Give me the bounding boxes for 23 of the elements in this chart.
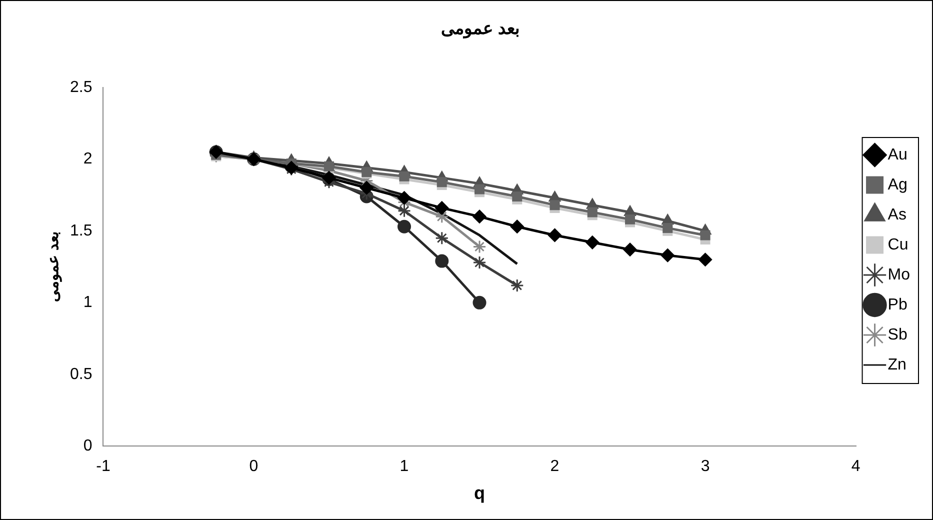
x-tick-label: 4 (851, 458, 860, 476)
x-tick-label: -1 (96, 458, 110, 476)
legend-label: Cu (888, 236, 908, 254)
y-tick-label: 1 (83, 294, 92, 312)
x-axis-title: q (474, 483, 486, 504)
legend-label: Mo (888, 266, 910, 284)
y-tick-label: 1.5 (70, 222, 92, 240)
y-tick-label: 0 (83, 438, 92, 455)
legend-label: Sb (888, 326, 908, 344)
legend-label: Au (888, 146, 908, 164)
chart-title: بعد عمومی (441, 18, 520, 39)
legend-label: Zn (888, 356, 906, 374)
legend-label: Pb (888, 296, 908, 314)
y-tick-label: 0.5 (70, 366, 92, 383)
y-tick-label: 2.5 (70, 78, 92, 96)
x-tick-label: 2 (550, 458, 560, 476)
y-tick-label: 2 (83, 150, 92, 168)
legend-label: Ag (888, 176, 908, 194)
x-tick-label: 3 (700, 458, 710, 476)
x-tick-label: 1 (400, 458, 409, 476)
x-tick-label: 0 (249, 458, 258, 476)
y-axis-title: بعد عمومی (45, 232, 62, 302)
legend-label: As (888, 206, 906, 224)
